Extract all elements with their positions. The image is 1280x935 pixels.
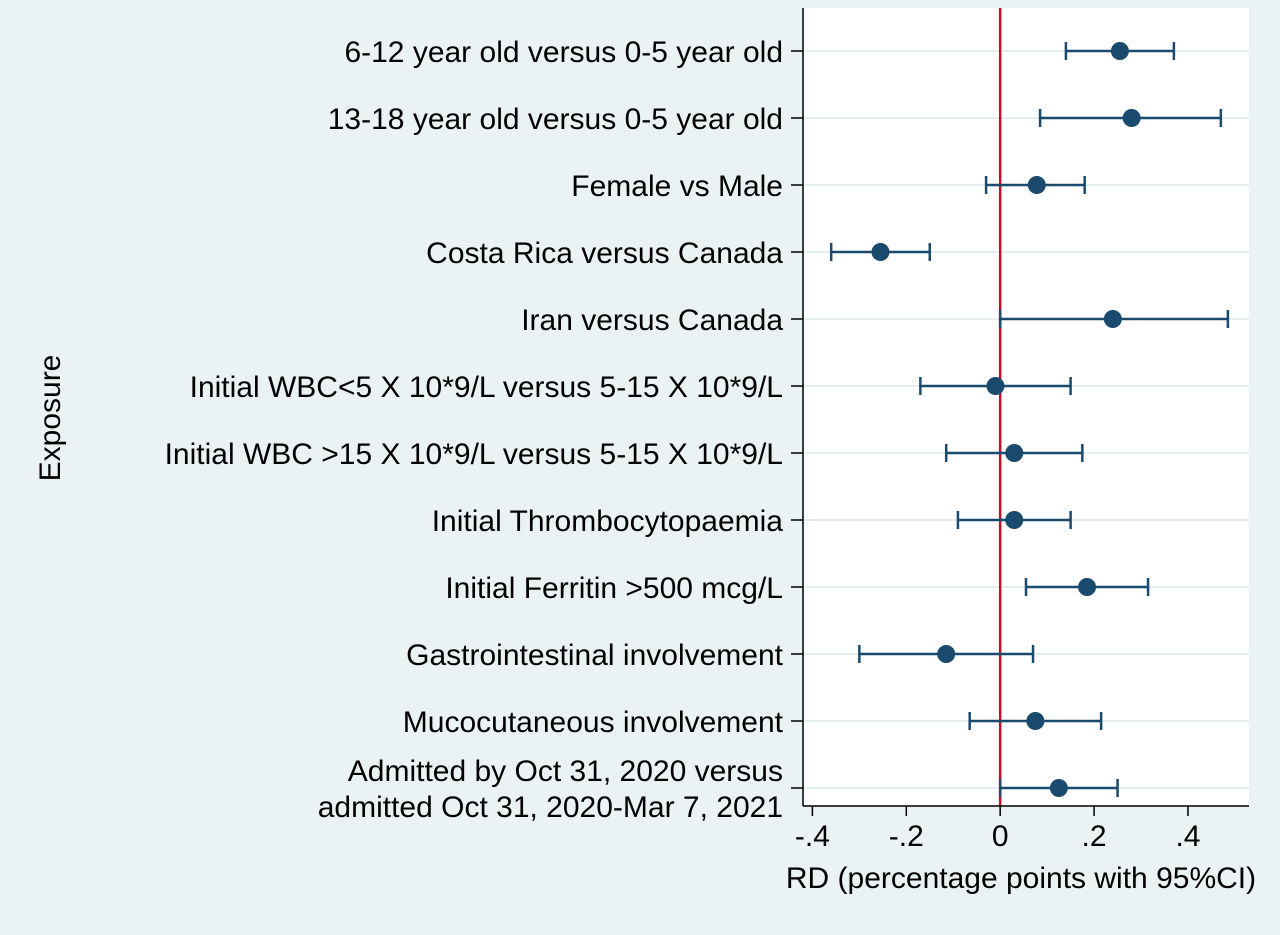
estimate-point [1122,109,1141,127]
row-label: Female vs Male [571,170,783,203]
row-label: 6-12 year old versus 0-5 year old [344,36,783,69]
estimate-point [937,645,956,663]
estimate-point [1026,712,1045,730]
row-label: 13-18 year old versus 0-5 year old [328,103,783,136]
point-layer [871,42,1141,797]
row-label: Initial Ferritin >500 mcg/L [445,572,783,605]
row-label: Initial Thrombocytopaemia [432,505,784,538]
x-tick-label: .4 [1175,820,1200,853]
row-label: Initial WBC >15 X 10*9/L versus 5-15 X 1… [165,438,783,471]
estimate-point [1005,511,1024,529]
plot-area [803,8,1249,806]
estimate-point [1078,578,1097,596]
row-label: admitted Oct 31, 2020-Mar 7, 2021 [318,791,783,824]
x-tick-label: .2 [1082,820,1107,853]
row-label: Mucocutaneous involvement [403,706,784,739]
estimate-point [871,243,890,261]
x-tick-label: -.2 [889,820,924,853]
estimate-point [1027,176,1046,194]
x-tick-label: -.4 [795,820,830,853]
y-axis-title: Exposure [34,355,67,482]
estimate-point [1103,310,1122,328]
label-layer: 6-12 year old versus 0-5 year old 13-18 y… [165,36,784,824]
estimate-point [1110,42,1129,60]
row-label: Admitted by Oct 31, 2020 versus [348,755,783,788]
axis-layer: -.4 -.2 0 .2 .4 [791,8,1249,853]
x-tick-label: 0 [992,820,1009,853]
row-label: Iran versus Canada [521,304,783,337]
row-label: Gastrointestinal involvement [406,639,784,672]
x-axis-title: RD (percentage points with 95%CI) [786,862,1256,895]
estimate-point [1049,779,1068,797]
estimate-point [1005,444,1024,462]
row-label: Initial WBC<5 X 10*9/L versus 5-15 X 10*… [190,371,783,404]
estimate-point [986,377,1005,395]
row-label: Costa Rica versus Canada [426,237,783,270]
